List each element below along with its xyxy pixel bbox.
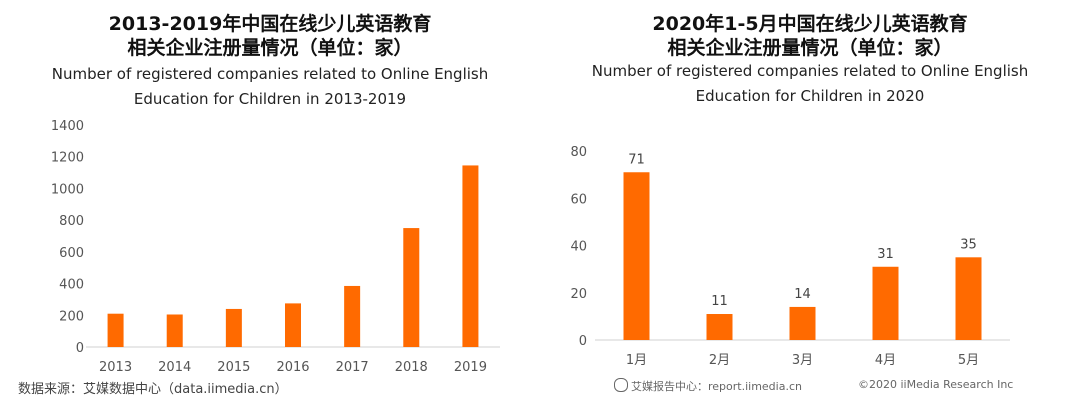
right-chart-y-tick-label: 40 bbox=[570, 240, 587, 255]
right-chart-x-tick-label: 3月 bbox=[792, 353, 813, 368]
left-chart-x-tick-label: 2017 bbox=[336, 360, 369, 375]
left-chart-title-cn-line2: 相关企业注册量情况（单位：家） bbox=[127, 37, 413, 59]
left-chart-y-tick-label: 600 bbox=[59, 246, 84, 261]
left-chart-x-tick-label: 2018 bbox=[395, 360, 428, 375]
right-chart-subtitle-line2: Education for Children in 2020 bbox=[695, 87, 925, 105]
right-chart-bar bbox=[789, 306, 816, 340]
report-site-note: 艾媒报告中心：report.iimedia.cn bbox=[614, 378, 802, 400]
iimedia-logo-icon bbox=[614, 378, 628, 392]
left-chart-subtitle-line1: Number of registered companies related t… bbox=[51, 65, 489, 83]
right-chart-x-tick-label: 1月 bbox=[626, 353, 647, 368]
left-chart-y-tick-label: 1000 bbox=[51, 182, 84, 197]
data-source-note: 数据来源：艾媒数据中心（data.iimedia.cn） bbox=[18, 382, 288, 397]
right-chart-y-tick-label: 80 bbox=[570, 145, 587, 160]
right-chart-title-cn-line2: 相关企业注册量情况（单位：家） bbox=[667, 37, 953, 59]
right-chart-data-label: 71 bbox=[628, 152, 645, 167]
right-chart-data-label: 11 bbox=[711, 294, 728, 309]
right-chart-y-tick-label: 60 bbox=[570, 192, 587, 207]
left-chart-y-tick-label: 1200 bbox=[51, 151, 84, 166]
right-chart-bar bbox=[872, 266, 899, 340]
left-chart-bar bbox=[285, 303, 301, 347]
right-bar-chart: 0 20 40 60 80 1月 71 2月 11 3月 14 4月 31 5月 35 bbox=[570, 145, 1010, 368]
right-chart-bar bbox=[623, 172, 650, 340]
right-chart-x-tick-label: 2月 bbox=[709, 353, 730, 368]
left-chart-bar bbox=[462, 165, 479, 347]
left-chart-bar bbox=[166, 314, 183, 347]
left-chart-x-tick-label: 2019 bbox=[454, 360, 487, 375]
left-bar-chart: 0 200 400 600 800 1000 1200 1400 2013 2014 2015 201… bbox=[51, 119, 500, 375]
left-chart-y-tick-label: 200 bbox=[59, 309, 84, 324]
right-chart-data-label: 14 bbox=[794, 287, 811, 302]
left-chart-x-tick-label: 2013 bbox=[99, 360, 132, 375]
right-chart-x-tick-label: 4月 bbox=[875, 353, 896, 368]
left-chart-bar bbox=[344, 285, 361, 347]
right-chart-data-label: 31 bbox=[877, 247, 894, 262]
left-chart-y-tick-label: 1400 bbox=[51, 119, 84, 134]
right-chart-bar bbox=[706, 314, 733, 340]
left-chart-y-tick-label: 0 bbox=[76, 341, 84, 356]
left-chart-x-tick-label: 2015 bbox=[217, 360, 250, 375]
right-chart-y-tick-label: 20 bbox=[570, 287, 587, 302]
right-chart-subtitle-line1: Number of registered companies related t… bbox=[591, 62, 1029, 80]
left-chart-bar bbox=[107, 313, 124, 347]
right-chart-panel: 2020年1-5月中国在线少儿英语教育 相关企业注册量情况（单位：家） Numb… bbox=[540, 0, 1080, 380]
right-chart-data-label: 35 bbox=[960, 237, 977, 252]
left-chart-x-tick-label: 2016 bbox=[276, 360, 309, 375]
left-chart-panel: 2013-2019年中国在线少儿英语教育 相关企业注册量情况（单位：家） Num… bbox=[0, 0, 540, 380]
right-chart-bar bbox=[955, 257, 982, 340]
left-chart-subtitle-line2: Education for Children in 2013-2019 bbox=[133, 90, 407, 108]
copyright-note: ©2020 iiMedia Research Inc bbox=[858, 378, 1014, 391]
left-chart-y-tick-label: 400 bbox=[59, 278, 84, 293]
report-site-text: 艾媒报告中心：report.iimedia.cn bbox=[631, 380, 802, 393]
left-chart-bar bbox=[225, 308, 242, 347]
right-chart-title-cn-line1: 2020年1-5月中国在线少儿英语教育 bbox=[652, 13, 968, 35]
left-chart-title-cn-line1: 2013-2019年中国在线少儿英语教育 bbox=[108, 13, 432, 35]
right-chart-x-tick-label: 5月 bbox=[958, 353, 979, 368]
left-chart-x-tick-label: 2014 bbox=[158, 360, 191, 375]
right-chart-y-tick-label: 0 bbox=[579, 334, 587, 349]
left-chart-y-tick-label: 800 bbox=[59, 214, 84, 229]
left-chart-bar bbox=[403, 228, 420, 347]
